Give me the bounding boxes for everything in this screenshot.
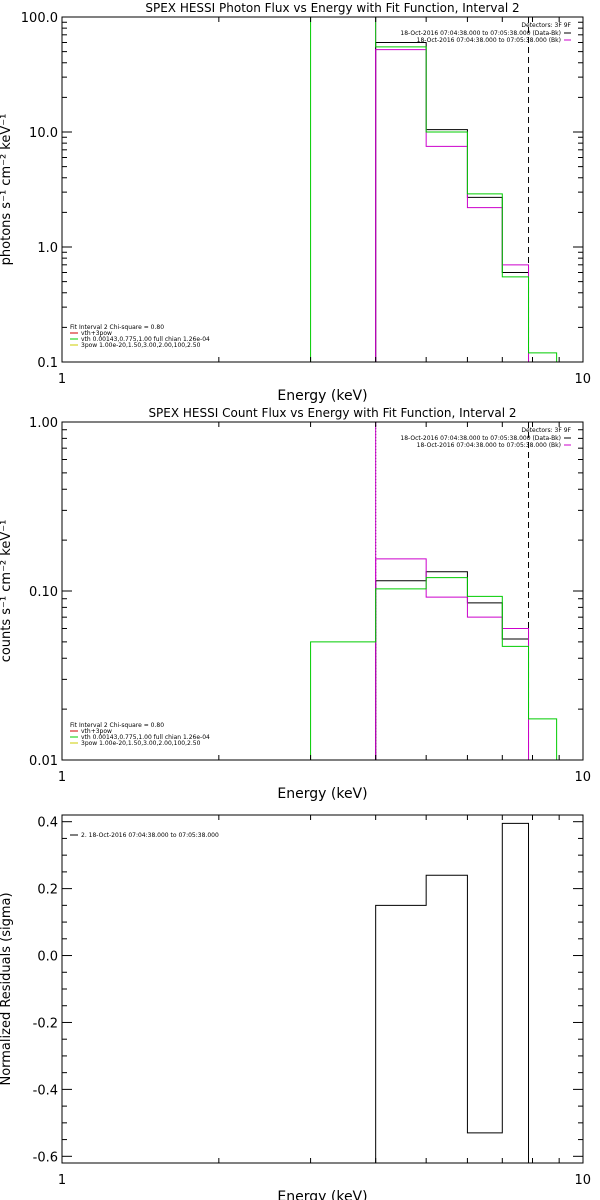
legend-entry-1: 18-Oct-2016 07:04:38.000 to 07:05:38.000… [400, 30, 561, 37]
legend-left: Fit Interval 2 Chi-square = 0.80vth+3pow… [70, 722, 210, 747]
x-axis-label: Energy (keV) [277, 388, 367, 404]
plot-area [375, 822, 530, 1163]
x-tick-label-2: 10 [574, 372, 591, 387]
y-ticks [62, 16, 583, 363]
chart-panel-1: 1 10 0.1 1.0 10.0 100.0 SPEX HESSI Photon Flux… [0, 1, 591, 404]
legend-heading: Detectors: 3F 9F [521, 22, 571, 29]
x-ticks [61, 815, 584, 1163]
legend-entry-2: vth 0.00143,0.775,1.00 full chian 1.26e-… [81, 336, 210, 343]
x-tick-label-1: 1 [58, 372, 66, 387]
x-axis-label: Energy (keV) [277, 786, 367, 802]
chart-panel-2: 1 10 0.01 0.10 1.00 SPEX HESSI Count Flux vs … [0, 406, 591, 802]
plot-frame [61, 16, 584, 363]
chart-panel-3: 1 10 -0.6 -0.4 -0.2 0.0 0.2 0.4 Energy (keV) Norm… [0, 814, 591, 1200]
series-3-step-line [310, 17, 558, 362]
x-tick-label-2: 10 [574, 770, 591, 785]
y-tick-label-4: 0.0 [37, 950, 58, 965]
series-1-step-line [375, 571, 530, 760]
y-ticks [62, 821, 583, 1157]
x-axis-label: Energy (keV) [277, 1189, 367, 1200]
legend-left: Fit Interval 2 Chi-square = 0.80vth+3pow… [70, 324, 210, 349]
legend-entry-1: vth+3pow [81, 728, 112, 735]
legend-heading: Detectors: 3F 9F [521, 427, 571, 434]
y-tick-label-1: -0.6 [33, 1150, 58, 1165]
y-tick-label-2: -0.4 [33, 1083, 58, 1098]
series-1-step-line [375, 42, 530, 362]
y-axis-label: counts s⁻¹ cm⁻² keV⁻¹ [0, 520, 14, 663]
legend-entry-1: vth+3pow [81, 330, 112, 337]
plot-frame [61, 814, 584, 1164]
legend-entry-1: 2. 18-Oct-2016 07:04:38.000 to 07:05:38.… [81, 832, 219, 839]
y-tick-label-3: 10.0 [29, 126, 58, 141]
plot-frame [61, 421, 584, 761]
y-tick-label-2: 1.0 [37, 241, 58, 256]
plot-area [310, 17, 558, 362]
y-axis-label: photons s⁻¹ cm⁻² keV⁻¹ [0, 114, 14, 266]
plot-area [310, 422, 558, 760]
legend-entry-3: 3pow 1.00e-20,1.50,3.00,2.00,100,2.50 [81, 740, 201, 747]
y-tick-label-1: 0.1 [37, 356, 58, 371]
y-tick-label-1: 0.01 [29, 754, 58, 769]
legend-left: 2. 18-Oct-2016 07:04:38.000 to 07:05:38.… [70, 832, 219, 839]
x-ticks [61, 17, 584, 362]
legend-entry-1: 18-Oct-2016 07:04:38.000 to 07:05:38.000… [400, 435, 561, 442]
y-tick-label-5: 0.2 [37, 883, 58, 898]
y-tick-label-3: -0.2 [33, 1016, 58, 1031]
series-1-step-line [375, 822, 530, 1163]
x-ticks [61, 422, 584, 760]
series-3-step-line [310, 577, 558, 760]
chart-title: SPEX HESSI Count Flux vs Energy with Fit… [148, 406, 516, 420]
legend-entry-2: vth 0.00143,0.775,1.00 full chian 1.26e-… [81, 734, 210, 741]
legend-entry-3: 3pow 1.00e-20,1.50,3.00,2.00,100,2.50 [81, 342, 201, 349]
y-ticks [62, 421, 583, 761]
y-tick-label-3: 1.00 [29, 416, 58, 431]
x-tick-label-1: 1 [58, 1173, 66, 1188]
y-tick-label-6: 0.4 [37, 816, 58, 831]
fit-legend-heading: Fit Interval 2 Chi-square = 0.80 [70, 324, 164, 331]
chart-title: SPEX HESSI Photon Flux vs Energy with Fi… [145, 1, 519, 15]
y-axis-label: Normalized Residuals (sigma) [0, 892, 14, 1085]
y-tick-label-4: 100.0 [21, 11, 58, 26]
series-2-step-line [375, 558, 530, 760]
legend-entry-2: 18-Oct-2016 07:04:38.000 to 07:05:38.000… [417, 37, 561, 44]
series-2-step-line [375, 49, 530, 362]
y-tick-label-2: 0.10 [29, 585, 58, 600]
x-tick-label-2: 10 [574, 1173, 591, 1188]
x-tick-label-1: 1 [58, 770, 66, 785]
fit-legend-heading: Fit Interval 2 Chi-square = 0.80 [70, 722, 164, 729]
legend-entry-2: 18-Oct-2016 07:04:38.000 to 07:05:38.000… [417, 442, 561, 449]
